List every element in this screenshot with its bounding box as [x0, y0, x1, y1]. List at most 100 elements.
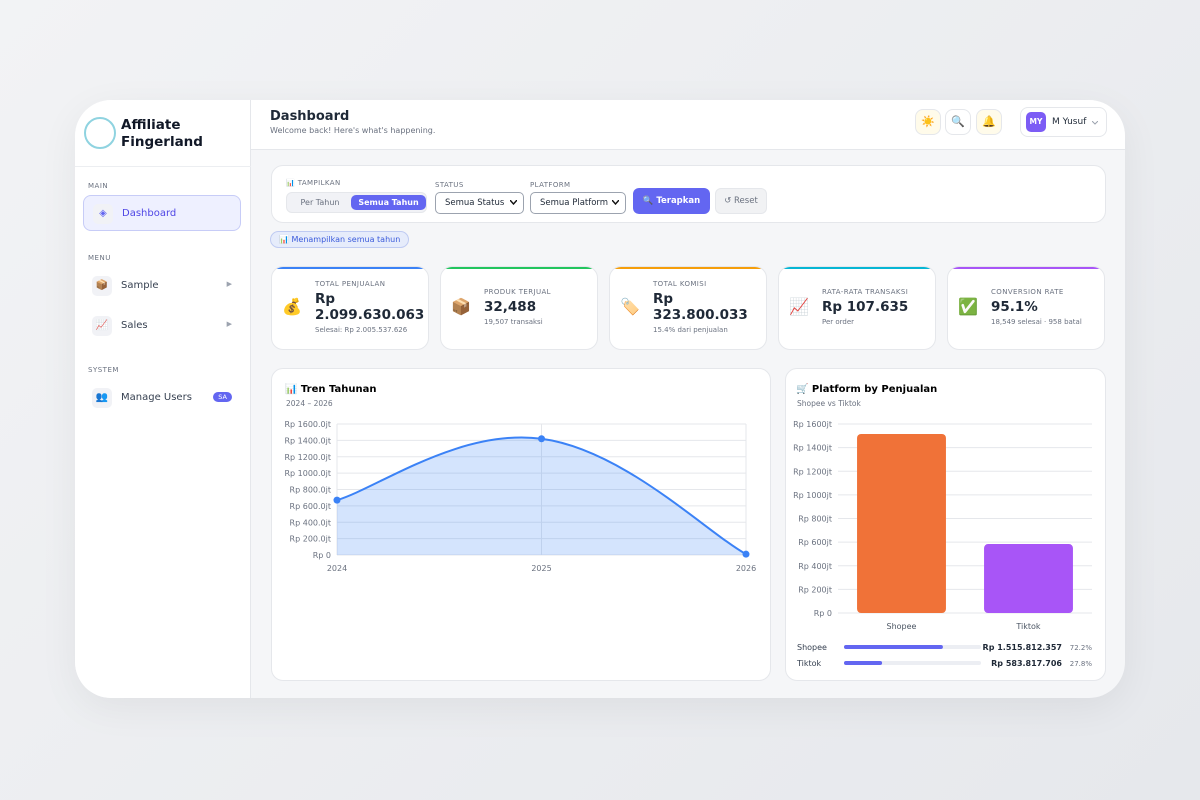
chart-card: 🛒 Platform by Penjualan Shopee vs Tiktok… — [785, 368, 1106, 681]
progress-bar — [844, 645, 943, 649]
stat-value: Rp 107.635 — [822, 299, 909, 315]
y-tick-label: Rp 800.0jt — [290, 486, 331, 495]
theme-button[interactable]: ☀️ — [915, 109, 941, 135]
nav-icon: 📈 — [92, 316, 112, 336]
chart-title: 📊 Tren Tahunan — [285, 382, 376, 395]
stat-icon: ✅ — [958, 297, 978, 316]
stat-icon: 📈 — [789, 297, 809, 316]
status-select[interactable]: Semua Status — [435, 192, 524, 214]
select-value: Semua Platform — [540, 198, 609, 208]
stat-note: 19,507 transaksi — [484, 318, 543, 326]
role-badge: SA — [213, 392, 232, 402]
progress-bar — [844, 661, 883, 665]
y-tick-label: Rp 1200jt — [793, 467, 832, 476]
chevron — [1092, 121, 1098, 125]
y-tick-label: Rp 200jt — [798, 585, 832, 594]
nav-label: Sales — [121, 320, 148, 331]
brand-line: Fingerland — [121, 134, 203, 150]
platform-share: 72.2% — [1070, 644, 1093, 652]
platform-amount: Rp 583.817.706 — [991, 659, 1062, 668]
stat-card: 📦 PRODUK TERJUAL 32,488 19,507 transaksi — [440, 266, 598, 350]
stat-note: 15.4% dari penjualan — [653, 326, 728, 334]
point — [333, 496, 341, 504]
y-tick-label: Rp 1400.0jt — [284, 436, 331, 445]
chevron — [612, 200, 619, 205]
header: Dashboard Welcome back! Here's what's ha… — [251, 100, 1125, 150]
platform-name: Tiktok — [796, 659, 822, 668]
bar — [857, 433, 946, 613]
stat-label: CONVERSION RATE — [991, 288, 1064, 296]
x-tick-label: 2025 — [531, 564, 551, 573]
filter-bar: 📊 TAMPILKAN Per Tahun Semua Tahun STATUS… — [271, 165, 1106, 223]
y-tick-label: Rp 1000.0jt — [284, 469, 331, 478]
bar — [984, 544, 1073, 613]
stat-icon: 🏷️ — [620, 297, 640, 316]
stat-card: 📈 RATA-RATA TRANSAKSI Rp 107.635 Per order — [778, 266, 936, 350]
nav-icon: 👥 — [92, 388, 112, 408]
page-subtitle: Welcome back! Here's what's happening. — [270, 126, 436, 135]
stat-note: Selesai: Rp 2.005.537.626 — [315, 326, 408, 334]
search-button[interactable]: 🔍 — [945, 109, 971, 135]
segment-active[interactable]: Semua Tahun — [351, 195, 426, 210]
nav-label: Sample — [121, 280, 159, 291]
platform-select[interactable]: Semua Platform — [530, 192, 626, 214]
active-filter-chip: 📊 Menampilkan semua tahun — [270, 231, 410, 248]
nav-item[interactable]: 📈 Sales ▶ — [83, 308, 241, 344]
nav-arrow: ▶ — [226, 280, 232, 288]
stat-card: ✅ CONVERSION RATE 95.1% 18,549 selesai · 95… — [947, 266, 1105, 350]
sidebar: Affiliate Fingerland MAIN ◈ Dashboard MENU… — [75, 100, 251, 698]
stat-label: RATA-RATA TRANSAKSI — [822, 288, 909, 296]
reset-button[interactable]: ↺ Reset — [715, 188, 767, 214]
nav-item[interactable]: 📦 Sample ▶ — [83, 268, 241, 304]
bar-chart: 🛒 Platform by Penjualan Shopee vs Tiktok… — [793, 382, 1093, 668]
apply-button[interactable]: 🔍 Terapkan — [633, 188, 710, 214]
filter-label: STATUS — [435, 181, 464, 189]
nav-icon: 📦 — [92, 276, 112, 296]
nav-label: Manage Users — [121, 392, 192, 403]
stat-value: 95.1% — [991, 299, 1038, 315]
select-value: Semua Status — [445, 198, 505, 208]
stat-value: Rp 323.800.033 — [653, 291, 748, 323]
accent-bar — [948, 267, 1104, 269]
accent-bar — [779, 267, 935, 269]
y-tick-label: Rp 200.0jt — [290, 535, 331, 544]
chart-subtitle: Shopee vs Tiktok — [797, 399, 862, 408]
accent-bar — [441, 267, 597, 269]
y-tick-label: Rp 400.0jt — [290, 518, 331, 527]
chart-card: 📊 Tren Tahunan 2024 – 2026 Rp 0 Rp 200.0j… — [271, 368, 771, 681]
stat-note: Per order — [822, 318, 855, 326]
accent-bar — [610, 267, 766, 269]
chevron — [510, 200, 517, 205]
stat-card: 💰 TOTAL PENJUALAN Rp 2.099.630.063 Selesai:… — [271, 266, 429, 350]
nav-item[interactable]: ◈ Dashboard — [83, 195, 241, 231]
platform-share: 27.8% — [1070, 660, 1093, 668]
accent-bar — [272, 267, 428, 269]
user-menu[interactable]: MY M Yusuf — [1020, 107, 1107, 137]
x-tick-label: 2026 — [736, 564, 756, 573]
page-title: Dashboard — [270, 109, 350, 124]
notification-button[interactable]: 🔔 — [976, 109, 1002, 135]
y-tick-label: Rp 0 — [814, 609, 832, 618]
chart-title: 🛒 Platform by Penjualan — [796, 382, 937, 395]
stat-icon: 💰 — [282, 297, 302, 316]
segment[interactable]: Per Tahun — [300, 198, 340, 207]
nav-label: Dashboard — [122, 208, 177, 219]
y-tick-label: Rp 600.0jt — [290, 502, 331, 511]
y-tick-label: Rp 1400jt — [793, 444, 832, 453]
stat-label: PRODUK TERJUAL — [484, 288, 551, 296]
platform-name: Shopee — [797, 643, 827, 652]
y-tick-label: Rp 600jt — [798, 538, 832, 547]
nav-item[interactable]: 👥 Manage Users SA — [83, 380, 241, 416]
stat-label: TOTAL KOMISI — [653, 280, 707, 288]
y-tick-label: Rp 0 — [313, 551, 331, 560]
section-title: MAIN — [88, 182, 109, 190]
nav-icon: ◈ — [93, 204, 113, 224]
y-tick-label: Rp 1600.0jt — [284, 420, 331, 429]
stat-card: 🏷️ TOTAL KOMISI Rp 323.800.033 15.4% dari p… — [609, 266, 767, 350]
section-title: MENU — [88, 254, 111, 262]
x-tick-label: 2024 — [327, 564, 347, 573]
y-tick-label: Rp 1000jt — [793, 491, 832, 500]
avatar: MY — [1026, 112, 1046, 132]
brand: Affiliate Fingerland — [121, 117, 203, 151]
